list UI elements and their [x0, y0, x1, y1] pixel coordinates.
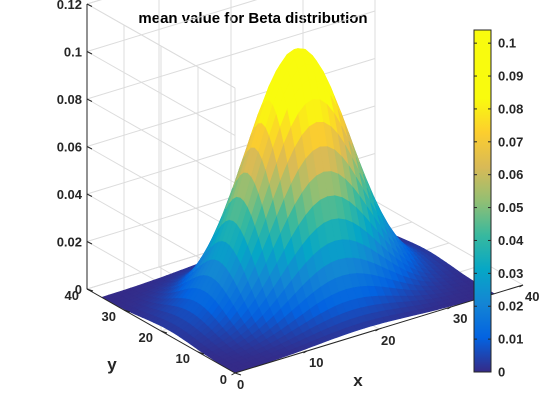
x-tick-label: 40 — [525, 289, 539, 304]
z-tick-mark — [86, 241, 93, 245]
colorbar-tick-label: 0.09 — [498, 69, 523, 84]
z-tick-label: 0.12 — [57, 0, 82, 12]
y-tick-mark — [197, 351, 205, 355]
box-edge — [86, 3, 236, 89]
z-tick-label: 0 — [75, 282, 82, 297]
axis-ticks: 01020304001020304000.020.040.060.080.10.… — [57, 0, 540, 392]
z-tick-mark — [86, 51, 93, 55]
colorbar-tick-label: 0.02 — [498, 299, 523, 314]
y-tick-label: 10 — [176, 351, 190, 366]
x-tick-label: 30 — [453, 311, 467, 326]
colorbar-tick-label: 0.07 — [498, 134, 523, 149]
colorbar-tick-label: 0.06 — [498, 167, 523, 182]
colorbar-tick-label: 0.08 — [498, 101, 523, 116]
z-tick-mark — [86, 193, 93, 197]
z-tick-mark — [86, 288, 93, 292]
colorbar-tick-label: 0.01 — [498, 332, 523, 347]
y-tick-mark — [160, 330, 168, 334]
colorbar-tick-label: 0.03 — [498, 266, 523, 281]
colorbar: 0 0.01 0.02 0.03 0.04 0.05 0.06 0.07 0.08 0.09 0.1 — [473, 29, 524, 380]
chart-title: mean value for Beta distribution — [138, 10, 367, 27]
colorbar-ticks: 0 0.01 0.02 0.03 0.04 0.05 0.06 0.07 0.08 0.09 0.1 — [474, 36, 524, 380]
x-tick-mark — [231, 372, 236, 376]
x-axis-label: x — [353, 371, 363, 390]
z-tick-mark — [86, 146, 93, 150]
z-tick-mark — [86, 3, 93, 7]
colorbar-tick-label: 0 — [498, 365, 505, 380]
colorbar-scale — [473, 29, 492, 373]
colorbar-tick-label: 0.1 — [498, 36, 516, 51]
y-tick-label: 30 — [102, 309, 116, 324]
y-tick-mark — [123, 309, 131, 313]
x-tick-label: 20 — [381, 333, 395, 348]
z-tick-mark — [86, 98, 93, 102]
y-axis-label: y — [107, 355, 117, 374]
colorbar-tick-label: 0.05 — [498, 200, 523, 215]
y-tick-label: 20 — [139, 330, 153, 345]
x-tick-label: 10 — [309, 355, 323, 370]
y-tick-label: 0 — [220, 372, 227, 387]
x-tick-label: 0 — [237, 377, 244, 392]
x-tick-mark — [519, 284, 524, 288]
colorbar-tick-label: 0.04 — [498, 233, 524, 248]
y-tick-mark — [234, 372, 242, 376]
x-tick-mark — [375, 328, 380, 332]
z-tick-label: 0.1 — [64, 45, 82, 60]
x-tick-mark — [447, 306, 452, 310]
y-tick-label: 40 — [65, 288, 79, 303]
z-tick-label: 0.06 — [57, 140, 82, 155]
x-tick-mark — [303, 350, 308, 354]
surface-plot — [101, 48, 495, 374]
z-tick-label: 0.04 — [57, 187, 83, 202]
z-tick-label: 0.08 — [57, 92, 82, 107]
z-tick-label: 0.02 — [57, 235, 82, 250]
